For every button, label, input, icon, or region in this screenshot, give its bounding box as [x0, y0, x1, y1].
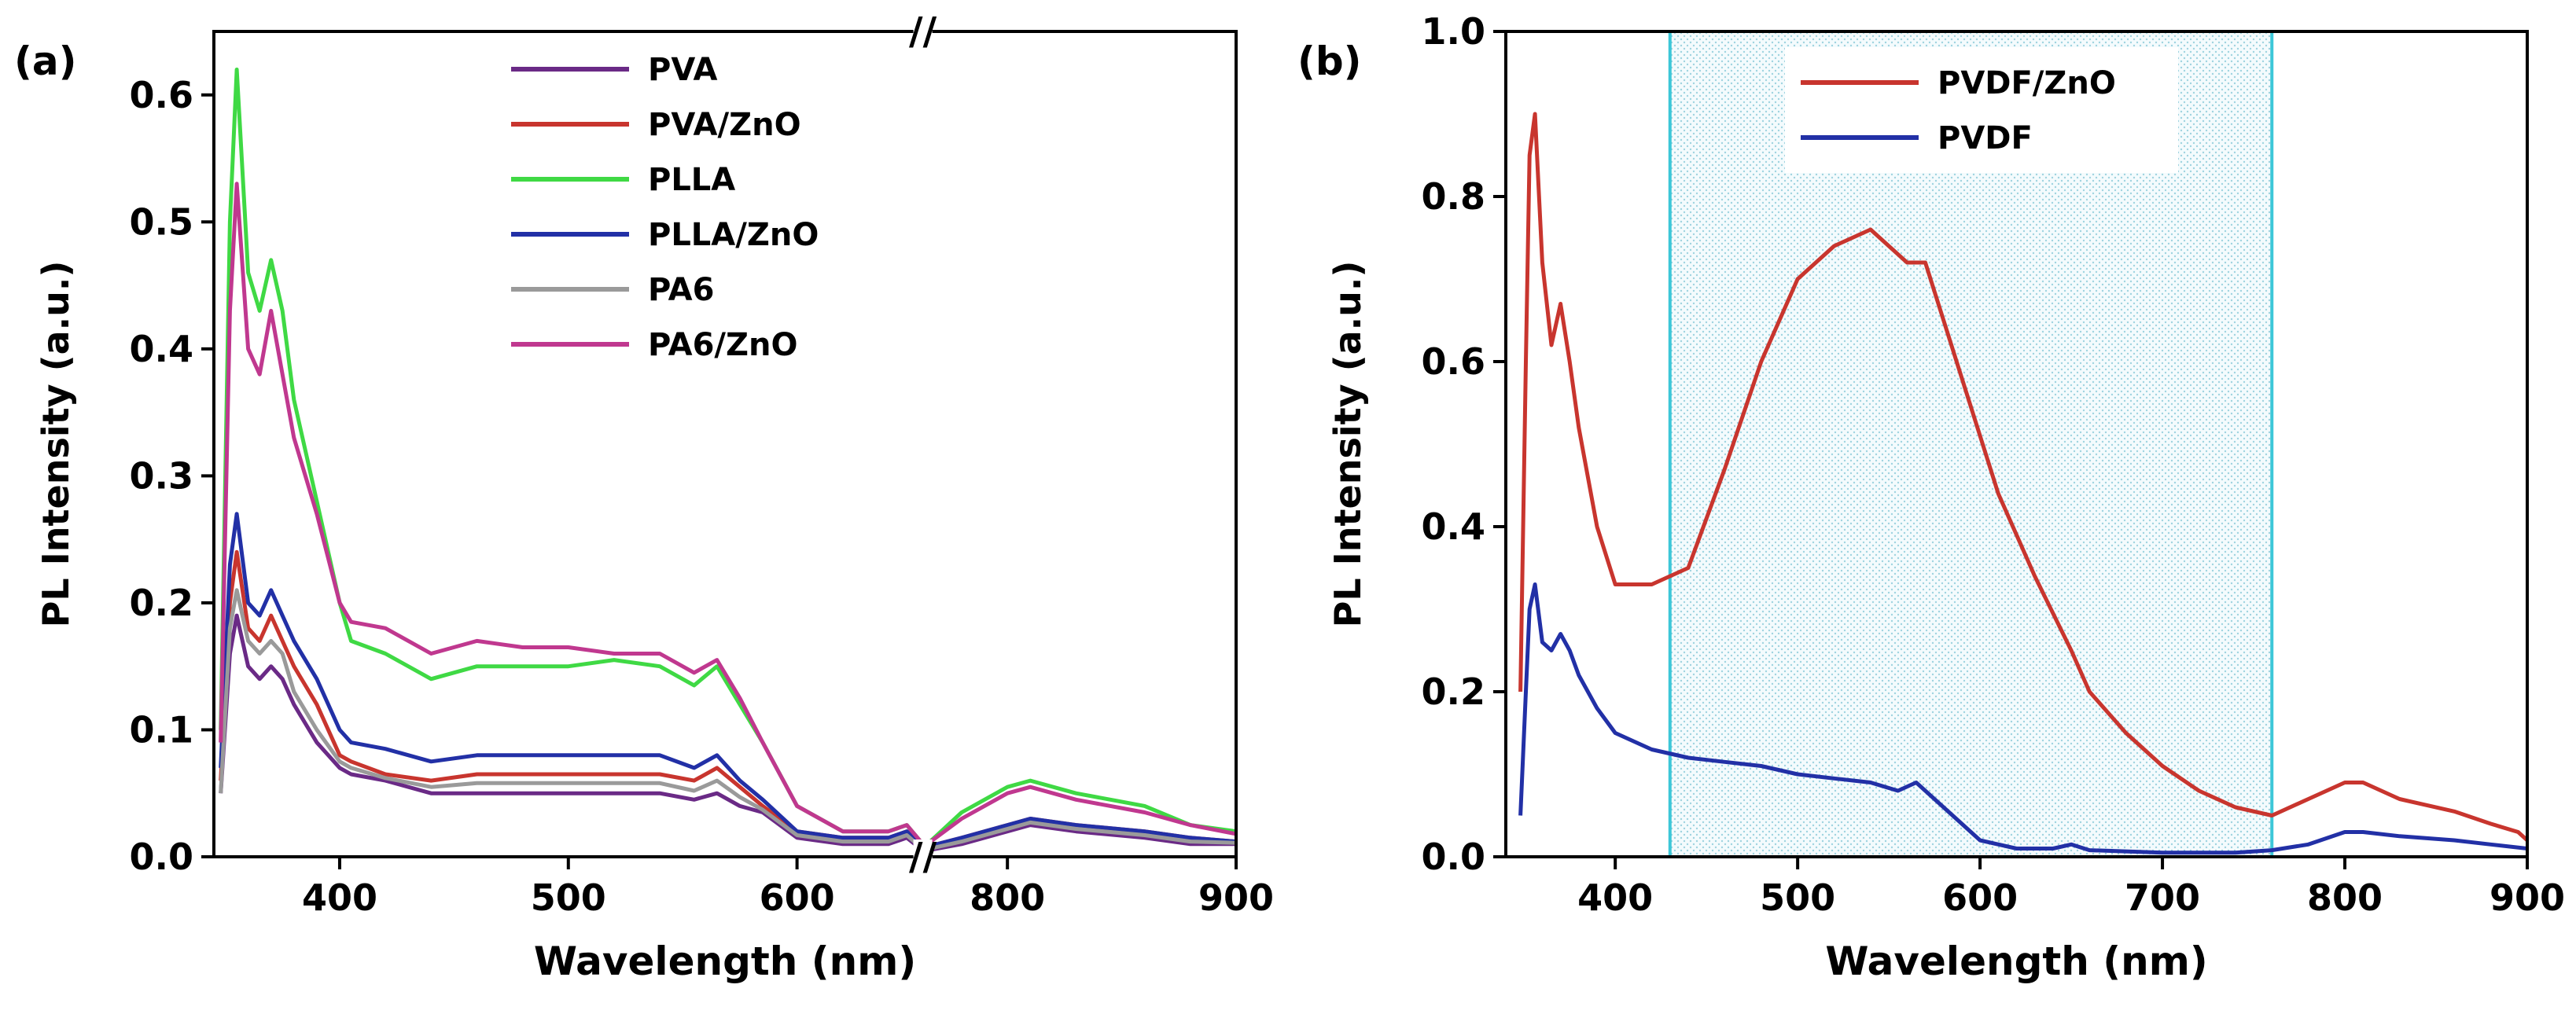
y-tick-label: 0.5 — [130, 200, 194, 243]
panel-b-label: (b) — [1297, 39, 1362, 84]
y-tick-label: 0.8 — [1422, 175, 1486, 218]
y-tick-label: 0.4 — [130, 328, 194, 370]
series-line-pva-seg1 — [219, 613, 925, 852]
axis-break-gap-bottom — [913, 839, 933, 874]
y-tick-label: 0.4 — [1422, 505, 1486, 548]
legend-label-pa6-zno: PA6/ZnO — [648, 327, 798, 363]
y-tick-label: 0.1 — [130, 708, 194, 751]
x-tick-label: 800 — [2307, 876, 2383, 919]
y-tick-label: 0.6 — [1422, 340, 1486, 383]
legend-label-pa6: PA6 — [648, 272, 714, 308]
x-tick-label: 600 — [760, 876, 835, 919]
x-tick-label: 400 — [1577, 876, 1653, 919]
panel-a-y-axis-label: PL Intensity (a.u.) — [35, 261, 77, 628]
x-tick-label: 500 — [531, 876, 606, 919]
y-tick-label: 0.3 — [130, 454, 194, 497]
x-tick-label: 900 — [1198, 876, 1274, 919]
series-line-pvdf — [1518, 582, 2527, 855]
legend-label-pva: PVA — [648, 52, 718, 88]
panel-a-ticks: 400 500 600 800 900 0.0 0.1 0.2 0.3 0.4 0.5 0.6 — [130, 74, 1275, 919]
y-tick-label: 0.2 — [130, 582, 194, 624]
y-tick-label: 0.0 — [130, 836, 194, 878]
panel-b-ticks: 400 500 600 700 800 900 0.0 0.2 0.4 0.6 0.8 1.0 — [1422, 10, 2566, 919]
panel-b-legend: PVDF/ZnO PVDF — [1785, 47, 2178, 173]
axis-break-gap-top — [913, 14, 933, 49]
series-line-pa6-zno-seg2 — [926, 784, 1236, 846]
legend-label-pvdf-zno: PVDF/ZnO — [1938, 65, 2116, 101]
panel-a-axes-frame — [212, 30, 1238, 858]
legend-background — [1785, 47, 2178, 173]
panel-a-legend: PVA PVA/ZnO PLLA PLLA/ZnO PA6 PA6/ZnO — [511, 52, 819, 363]
y-tick-label: 1.0 — [1422, 10, 1486, 53]
series-line-plla-zno-seg2 — [926, 817, 1236, 849]
axis-break-symbol-top: // — [909, 9, 937, 53]
series-line-pa6-seg1 — [219, 588, 925, 851]
series-line-pa6-zno-seg1 — [219, 182, 925, 846]
chart-panel-b: 400 500 600 700 800 900 0.0 0.2 0.4 0.6 0.8 1.0 (b)… — [1297, 10, 2565, 984]
axis-break-symbol-bottom: // — [909, 835, 937, 879]
x-tick-label: 400 — [302, 876, 377, 919]
x-tick-label: 800 — [970, 876, 1045, 919]
panel-b-x-axis-label: Wavelength (nm) — [1825, 939, 2207, 984]
y-tick-label: 0.0 — [1422, 836, 1486, 878]
panel-b-y-axis-label: PL Intensity (a.u.) — [1327, 261, 1369, 628]
legend-label-pvdf: PVDF — [1938, 120, 2033, 156]
x-tick-label: 900 — [2490, 876, 2565, 919]
series-line-plla-zno-seg1 — [219, 512, 925, 848]
panel-a-series — [219, 68, 1236, 853]
legend-label-pva-zno: PVA/ZnO — [648, 107, 801, 143]
y-tick-label: 0.6 — [130, 74, 194, 116]
panel-b-axes-frame — [1504, 30, 2529, 858]
panel-a-x-axis-label: Wavelength (nm) — [534, 939, 916, 984]
legend-label-plla: PLLA — [648, 162, 735, 198]
panel-b-series — [1518, 112, 2527, 855]
panel-a-label: (a) — [14, 39, 76, 84]
x-tick-label: 600 — [1942, 876, 2018, 919]
y-tick-label: 0.2 — [1422, 670, 1486, 713]
x-tick-label: 700 — [2125, 876, 2200, 919]
series-line-pa6-seg2 — [926, 820, 1236, 851]
series-line-pva-seg2 — [926, 823, 1236, 853]
x-tick-label: 500 — [1760, 876, 1835, 919]
series-line-pvdf-zno — [1518, 112, 2527, 842]
legend-label-plla-zno: PLLA/ZnO — [648, 217, 819, 253]
panel-a-axis-break: // // — [909, 9, 937, 879]
